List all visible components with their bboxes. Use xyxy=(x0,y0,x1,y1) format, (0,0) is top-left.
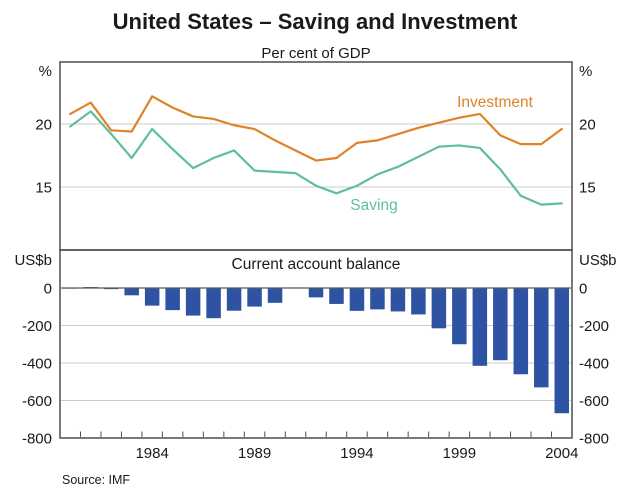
current-account-bar xyxy=(226,288,242,311)
top-panel-border xyxy=(59,61,573,251)
current-account-bar xyxy=(370,288,385,310)
chart-plot-area: 20 20 15 15 0 0 -200 -200 -400 -400 -600 -600 -800 -8… xyxy=(22,61,609,462)
current-account-bar xyxy=(452,288,467,345)
current-account-bar xyxy=(165,288,180,311)
chart-subtitle: Per cent of GDP xyxy=(261,45,370,62)
current-account-bar xyxy=(411,288,426,315)
current-account-bar xyxy=(124,288,139,296)
bottom-ytick-label-left: -600 xyxy=(22,393,52,410)
investment-line xyxy=(69,95,563,162)
x-tick-label: 1999 xyxy=(443,445,476,462)
current-account-bar xyxy=(534,288,549,388)
bottom-ytick-label-left: -400 xyxy=(22,356,52,373)
bottom-ytick-label-left: 0 xyxy=(44,281,52,298)
current-account-bar xyxy=(513,288,529,375)
top-ytick-label-right: 15 xyxy=(579,180,596,197)
bottom-ytick-label-left: -200 xyxy=(22,318,52,335)
current-account-bar xyxy=(472,288,488,366)
bottom-panel-unit-right: US$b xyxy=(579,252,617,269)
bottom-ytick-label-right: 0 xyxy=(579,281,587,298)
x-tick-label: 1994 xyxy=(340,445,373,462)
top-ytick-label-left: 15 xyxy=(35,180,52,197)
saving-series-label: Saving xyxy=(350,197,397,214)
bottom-ytick-label-left: -800 xyxy=(22,431,52,448)
page-title: United States – Saving and Investment xyxy=(113,9,518,34)
bottom-ytick-label-right: -800 xyxy=(579,431,609,448)
current-account-bar xyxy=(390,288,406,312)
x-tick-label: 1984 xyxy=(135,445,168,462)
x-tick-label: 2004 xyxy=(545,445,578,462)
current-account-bar xyxy=(144,288,160,306)
current-account-bar xyxy=(349,288,365,311)
saving-line xyxy=(69,110,563,206)
current-account-bar xyxy=(206,288,221,319)
bottom-ytick-label-right: -200 xyxy=(579,318,609,335)
investment-series-label: Investment xyxy=(457,94,534,111)
current-account-bar xyxy=(493,288,508,361)
bottom-ytick-label-right: -400 xyxy=(579,356,609,373)
current-account-bar xyxy=(267,288,283,303)
current-account-bar xyxy=(554,288,570,414)
bottom-panel-border xyxy=(59,249,573,439)
current-account-bar xyxy=(308,288,324,298)
top-ytick-label-right: 20 xyxy=(579,117,596,134)
bottom-panel-title: Current account balance xyxy=(232,256,401,273)
top-panel-unit-left: % xyxy=(39,63,52,80)
current-account-bar xyxy=(431,288,447,329)
top-ytick-label-left: 20 xyxy=(35,117,52,134)
bottom-panel-unit-left: US$b xyxy=(14,252,52,269)
current-account-bar xyxy=(247,288,262,307)
bottom-ytick-label-right: -600 xyxy=(579,393,609,410)
top-panel-unit-right: % xyxy=(579,63,592,80)
source-note: Source: IMF xyxy=(62,473,130,487)
current-account-bar xyxy=(185,288,201,316)
current-account-bar xyxy=(329,288,344,304)
x-tick-label: 1989 xyxy=(238,445,271,462)
